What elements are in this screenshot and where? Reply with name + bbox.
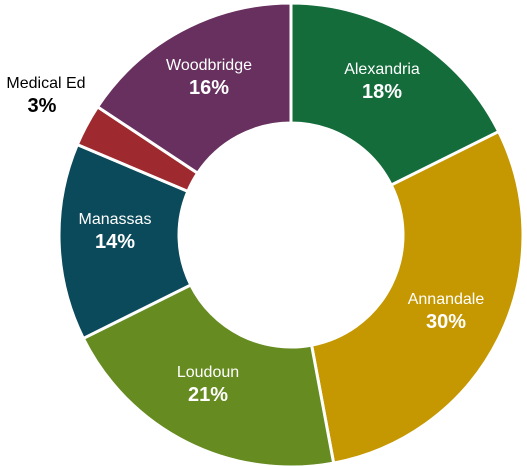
slice-percent-medical-ed: 3% [28, 95, 57, 117]
slice-percent-woodbridge: 16% [189, 77, 229, 99]
slice-percent-annandale: 30% [426, 311, 466, 333]
slice-alexandria [289, 1, 501, 188]
slice-label-manassas: Manassas [79, 211, 152, 228]
slice-label-alexandria: Alexandria [344, 61, 420, 78]
slice-percent-manassas: 14% [95, 231, 135, 253]
slice-loudoun [81, 282, 336, 466]
slice-label-woodbridge: Woodbridge [166, 57, 252, 74]
slice-label-annandale: Annandale [408, 291, 485, 308]
slice-percent-loudoun: 21% [188, 384, 228, 406]
slice-woodbridge [95, 1, 293, 176]
slice-manassas [57, 142, 193, 341]
slice-percent-alexandria: 18% [362, 81, 402, 103]
slice-label-loudoun: Loudoun [177, 364, 239, 381]
slice-label-medical-ed: Medical Ed [6, 75, 85, 92]
slice-annandale [309, 129, 525, 465]
